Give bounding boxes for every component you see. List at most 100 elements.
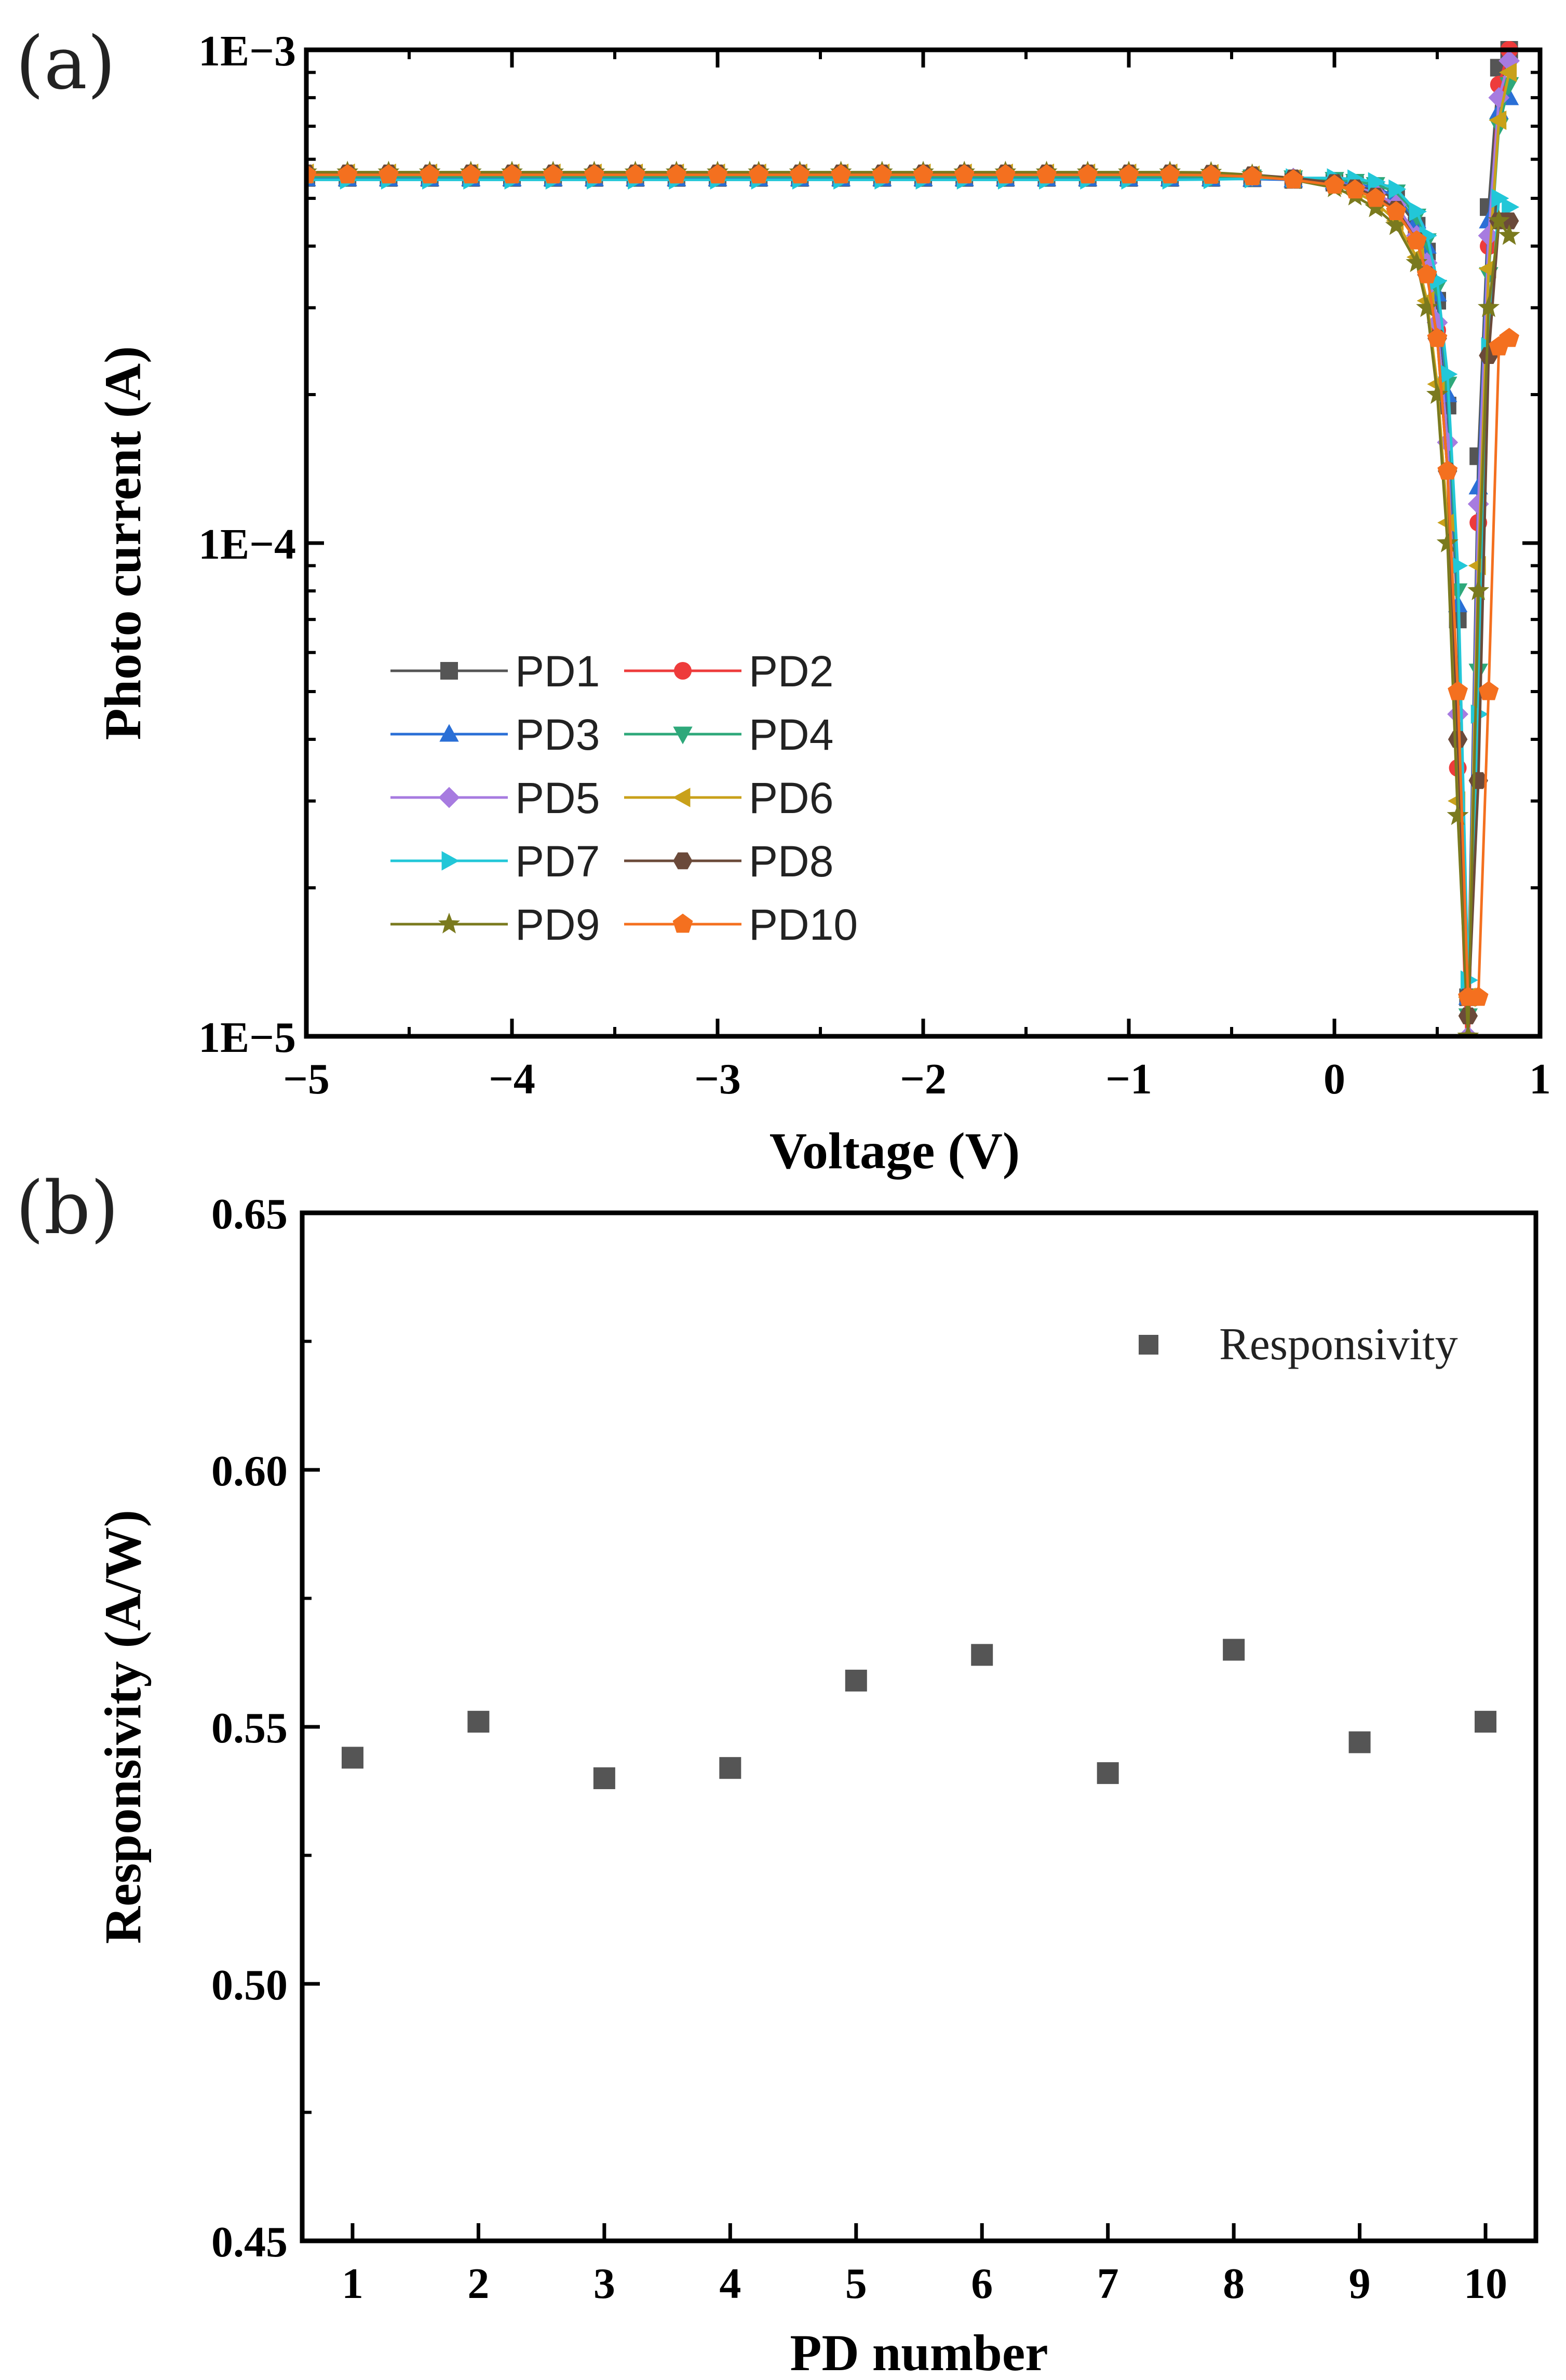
- legend-marker-PD9: [438, 912, 461, 934]
- ytick-label: 0.45: [211, 2218, 288, 2266]
- point-PD10-18: [1036, 164, 1057, 184]
- legend-label-PD7: PD7: [515, 837, 600, 886]
- panel-a-legend: PD1 PD2 PD3 PD4 PD5 PD6 PD7 PD8 PD9 PD10: [390, 647, 858, 949]
- legend-item-PD2: PD2: [624, 647, 833, 696]
- legend-item-PD6: PD6: [624, 774, 833, 822]
- ytick-label: 0.65: [211, 1190, 288, 1238]
- xtick-label: 8: [1223, 2260, 1245, 2308]
- xtick-label: 1: [1529, 1055, 1551, 1103]
- panel-b-points: [341, 1639, 1497, 1789]
- panel-b-chart: (b) 1 2 3 4 5 6 7 8 9 10 0.45 0.50 0.55 0.60 0.65 Resp…: [16, 1166, 1538, 2380]
- legend-label-PD6: PD6: [749, 774, 833, 822]
- legend-label-PD2: PD2: [749, 647, 833, 696]
- xtick-label: 10: [1464, 2260, 1507, 2308]
- responsivity-point-pd5: [845, 1669, 867, 1692]
- ytick-label: 0.55: [211, 1704, 288, 1752]
- point-PD10-5: [502, 164, 522, 184]
- point-PD10-33: [1448, 681, 1468, 700]
- responsivity-point-pd9: [1348, 1731, 1371, 1753]
- responsivity-point-pd4: [719, 1757, 741, 1779]
- ytick-label: 0.60: [211, 1447, 288, 1495]
- point-PD10-16: [954, 164, 975, 184]
- legend-marker-PD7: [441, 851, 460, 871]
- responsivity-point-pd7: [1097, 1762, 1119, 1784]
- point-PD10-4: [461, 164, 481, 184]
- responsivity-point-pd2: [467, 1711, 490, 1733]
- point-PD8-33: [1448, 731, 1468, 748]
- point-PD10-15: [913, 164, 934, 184]
- point-PD10-25: [1324, 174, 1345, 194]
- point-PD7-37: [1491, 188, 1509, 208]
- point-PD10-38: [1499, 328, 1520, 347]
- point-PD10-19: [1077, 164, 1098, 184]
- responsivity-point-pd10: [1475, 1711, 1497, 1733]
- xtick-label: −5: [283, 1055, 330, 1103]
- point-PD9-38: [1498, 224, 1520, 245]
- point-PD10-13: [831, 164, 852, 184]
- xtick-label: 6: [971, 2260, 993, 2308]
- point-PD9-37: [1488, 209, 1510, 231]
- legend-label-PD1: PD1: [515, 647, 600, 696]
- panel-a-label: (a): [16, 21, 116, 106]
- series-PD10: [306, 164, 1520, 1006]
- legend-item-PD3: PD3: [390, 710, 600, 759]
- legend-item-PD4: PD4: [624, 710, 833, 759]
- panel-a-axes: −5 −4 −3 −2 −1 0 1 1E−5 1E−4 1E−3: [198, 27, 1551, 1103]
- point-PD10-0: [306, 164, 317, 184]
- point-PD9-29: [1406, 251, 1428, 273]
- point-PD8-38: [1499, 212, 1519, 229]
- legend-label-PD9: PD9: [515, 900, 600, 949]
- point-PD9-36: [1477, 296, 1500, 317]
- responsivity-point-pd6: [971, 1644, 993, 1666]
- ytick-label: 1E−3: [198, 27, 296, 75]
- point-PD6-37: [1489, 110, 1507, 130]
- xtick-label: 0: [1324, 1055, 1345, 1103]
- point-PD6-38: [1499, 62, 1517, 83]
- legend-item-PD1: PD1: [390, 647, 600, 696]
- panel-a-xlabel: Voltage (V): [770, 1122, 1020, 1180]
- panel-a-ylabel: Photo current (A): [94, 346, 152, 740]
- responsivity-point-pd8: [1223, 1639, 1245, 1661]
- point-PD9-30: [1416, 296, 1438, 317]
- legend-label-PD5: PD5: [515, 774, 600, 822]
- legend-marker-PD3: [439, 724, 459, 742]
- panel-b-legend: Responsivity: [1139, 1319, 1458, 1370]
- panel-b-legend-marker: [1139, 1335, 1158, 1355]
- xtick-label: 3: [593, 2260, 615, 2308]
- point-PD10-23: [1242, 166, 1263, 185]
- point-PD10-11: [748, 164, 769, 184]
- legend-label-PD4: PD4: [749, 710, 833, 759]
- point-PD10-12: [789, 164, 810, 184]
- point-PD10-8: [625, 164, 646, 184]
- point-PD7-28: [1388, 179, 1407, 199]
- xtick-label: −4: [489, 1055, 535, 1103]
- point-PD10-35: [1468, 986, 1489, 1006]
- point-PD10-1: [337, 164, 358, 184]
- point-PD7-38: [1502, 197, 1520, 217]
- ytick-label: 0.50: [211, 1961, 288, 2009]
- panel-a-series-group: [306, 41, 1520, 1036]
- legend-marker-PD1: [440, 662, 458, 680]
- point-PD9-32: [1436, 531, 1459, 552]
- point-PD10-30: [1416, 264, 1437, 283]
- legend-item-PD9: PD9: [390, 900, 600, 949]
- point-PD10-9: [666, 164, 687, 184]
- legend-label-PD3: PD3: [515, 710, 600, 759]
- legend-item-PD10: PD10: [624, 900, 858, 949]
- xtick-label: −3: [694, 1055, 741, 1103]
- point-PD10-14: [872, 164, 893, 184]
- point-PD7-32: [1440, 364, 1458, 384]
- panel-b-axes: 1 2 3 4 5 6 7 8 9 10 0.45 0.50 0.55 0.60 0.65: [211, 1190, 1507, 2308]
- legend-marker-PD2: [674, 662, 692, 680]
- point-PD10-24: [1283, 169, 1304, 188]
- xtick-label: 7: [1097, 2260, 1119, 2308]
- point-PD5-36: [1478, 225, 1500, 247]
- point-PD9-34: [1457, 1024, 1479, 1036]
- point-PD10-21: [1159, 164, 1180, 184]
- xtick-label: −1: [1105, 1055, 1152, 1103]
- xtick-label: −2: [900, 1055, 947, 1103]
- legend-marker-PD5: [438, 787, 460, 808]
- legend-item-PD7: PD7: [390, 837, 600, 886]
